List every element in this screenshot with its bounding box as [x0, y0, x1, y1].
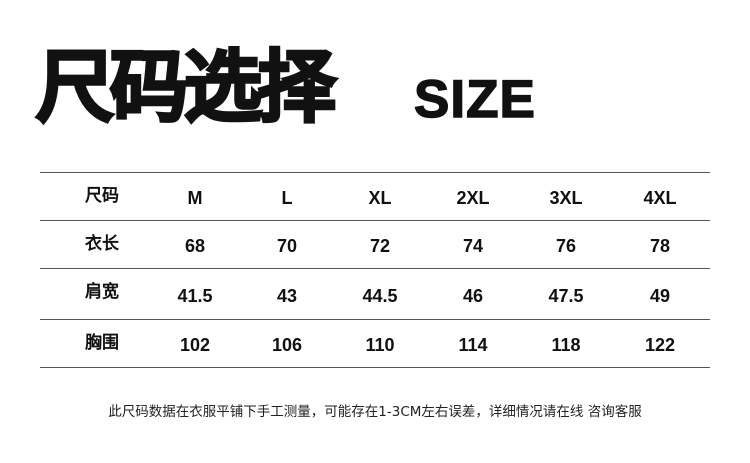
- table-row: 肩宽 41.5 43 44.5 46 47.5 49: [40, 268, 710, 319]
- size-table: 尺码 M L XL 2XL 3XL 4XL 衣长 68 70 72 74 76 …: [40, 172, 710, 368]
- table-cell: 122: [644, 335, 676, 355]
- table-cell: 43: [276, 286, 298, 306]
- table-cell: 41.5: [177, 286, 213, 306]
- table-cell: 74: [462, 236, 484, 256]
- header-cell: 2XL: [456, 188, 490, 208]
- table-cell: 70: [276, 236, 298, 256]
- table-cell: 110: [365, 335, 395, 355]
- page-title-english: SIZE: [413, 70, 536, 129]
- table-cell: 44.5: [362, 286, 398, 306]
- header-cell: 4XL: [643, 188, 677, 208]
- table-cell: 78: [649, 236, 671, 256]
- table-cell: 49: [649, 286, 671, 306]
- table-cell: 106: [271, 335, 303, 355]
- table-cell: 102: [179, 335, 211, 355]
- table-row: 衣长 68 70 72 74 76 78: [40, 220, 710, 268]
- table-cell: 114: [458, 335, 488, 355]
- header-label: 尺码: [85, 186, 119, 206]
- table-cell: 68: [184, 236, 206, 256]
- page-title: 尺码选择: [34, 43, 337, 133]
- header-cell: 3XL: [549, 188, 583, 208]
- table-cell: 76: [555, 236, 577, 256]
- table-header-row: 尺码 M L XL 2XL 3XL 4XL: [40, 172, 710, 220]
- header-cell: L: [281, 188, 293, 208]
- table-cell: 46: [462, 286, 484, 306]
- row-label: 肩宽: [85, 282, 119, 302]
- table-cell: 72: [369, 236, 391, 256]
- table-cell: 47.5: [548, 286, 584, 306]
- header-cell: M: [187, 188, 203, 208]
- measurement-note: 此尺码数据在衣服平铺下手工测量，可能存在1-3CM左右误差，详细情况请在线 咨询…: [108, 404, 642, 420]
- row-label: 衣长: [85, 234, 119, 254]
- header-cell: XL: [368, 188, 392, 208]
- table-row: 胸围 102 106 110 114 118 122: [40, 319, 710, 368]
- table-cell: 118: [551, 335, 581, 355]
- row-label: 胸围: [85, 333, 119, 353]
